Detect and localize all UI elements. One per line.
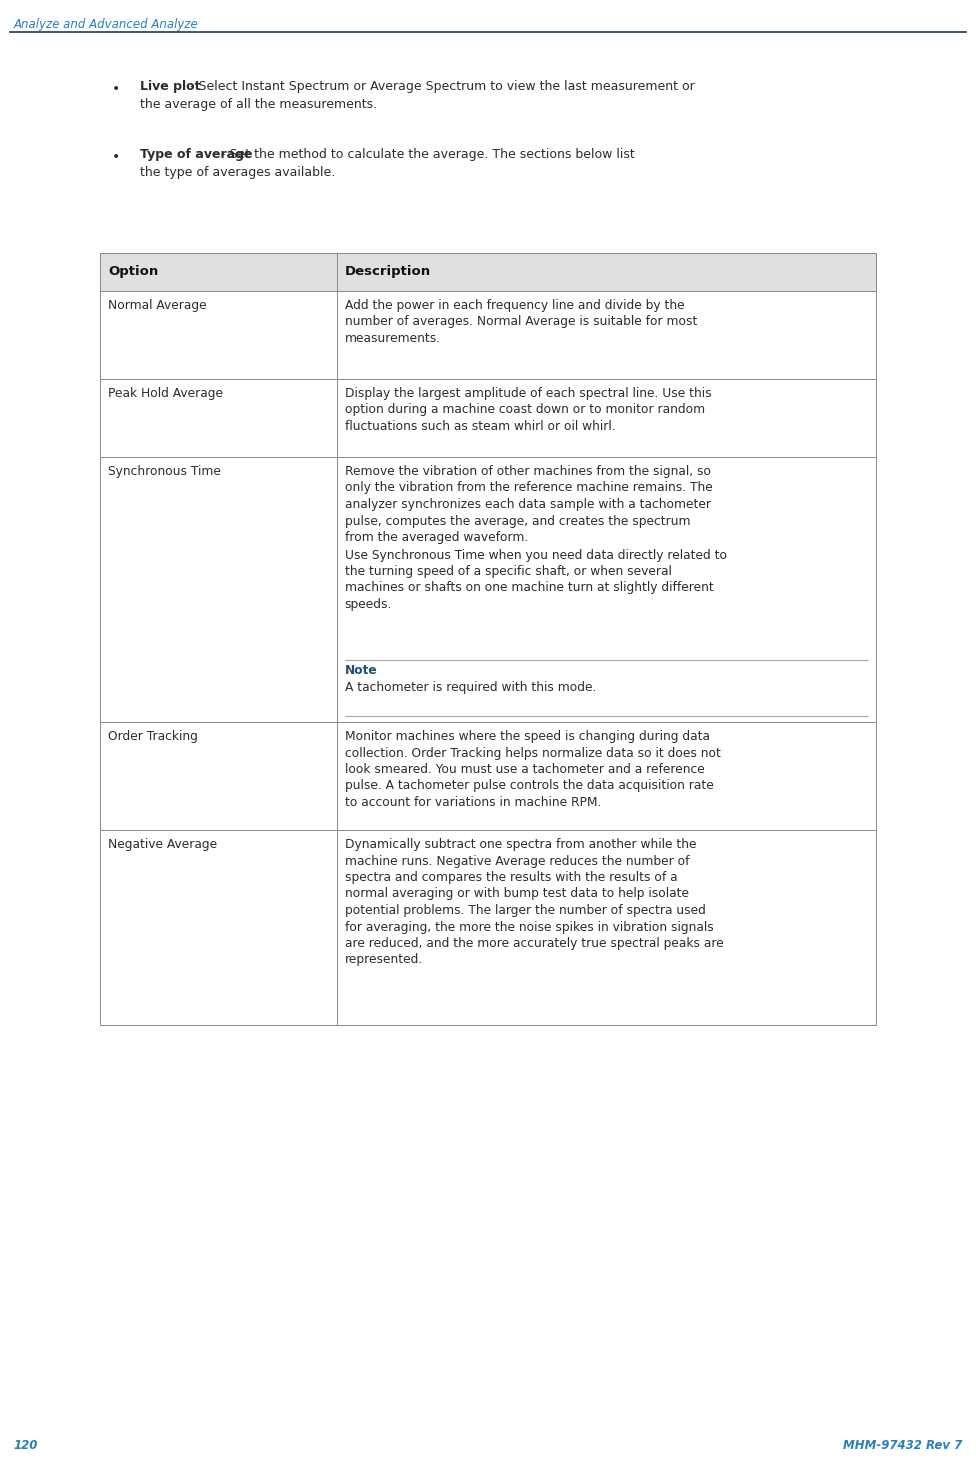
Text: •: •	[112, 82, 120, 95]
Text: Add the power in each frequency line and divide by the
number of averages. Norma: Add the power in each frequency line and…	[345, 299, 697, 345]
Text: Type of average: Type of average	[140, 148, 253, 161]
Text: Note: Note	[345, 665, 378, 676]
Text: Synchronous Time: Synchronous Time	[108, 465, 221, 478]
Text: - Select Instant Spectrum or Average Spectrum to view the last measurement or: - Select Instant Spectrum or Average Spe…	[186, 81, 695, 92]
Bar	[100, 830, 876, 1025]
Text: - Set the method to calculate the average. The sections below list: - Set the method to calculate the averag…	[218, 148, 635, 161]
Text: Negative Average: Negative Average	[108, 838, 217, 851]
Text: Display the largest amplitude of each spectral line. Use this
option during a ma: Display the largest amplitude of each sp…	[345, 387, 712, 433]
Text: MHM-97432 Rev 7: MHM-97432 Rev 7	[842, 1439, 962, 1452]
Text: •: •	[112, 150, 120, 164]
Text: Dynamically subtract one spectra from another while the
machine runs. Negative A: Dynamically subtract one spectra from an…	[345, 838, 723, 967]
Bar	[100, 252, 876, 290]
Bar	[100, 378, 876, 458]
Text: the average of all the measurements.: the average of all the measurements.	[140, 98, 377, 111]
Text: Normal Average: Normal Average	[108, 299, 207, 312]
Text: Live plot: Live plot	[140, 81, 200, 92]
Bar	[100, 290, 876, 378]
Bar	[100, 458, 876, 722]
Text: Description: Description	[345, 266, 430, 279]
Text: Analyze and Advanced Analyze: Analyze and Advanced Analyze	[14, 18, 199, 31]
Text: the type of averages available.: the type of averages available.	[140, 166, 335, 179]
Text: Option: Option	[108, 266, 158, 279]
Bar	[100, 722, 876, 830]
Text: Remove the vibration of other machines from the signal, so
only the vibration fr: Remove the vibration of other machines f…	[345, 465, 712, 544]
Text: Peak Hold Average: Peak Hold Average	[108, 387, 223, 400]
Text: Monitor machines where the speed is changing during data
collection. Order Track: Monitor machines where the speed is chan…	[345, 731, 720, 808]
Text: Use Synchronous Time when you need data directly related to
the turning speed of: Use Synchronous Time when you need data …	[345, 549, 727, 610]
Text: 120: 120	[14, 1439, 38, 1452]
Text: A tachometer is required with this mode.: A tachometer is required with this mode.	[345, 681, 596, 694]
Text: Order Tracking: Order Tracking	[108, 731, 198, 742]
